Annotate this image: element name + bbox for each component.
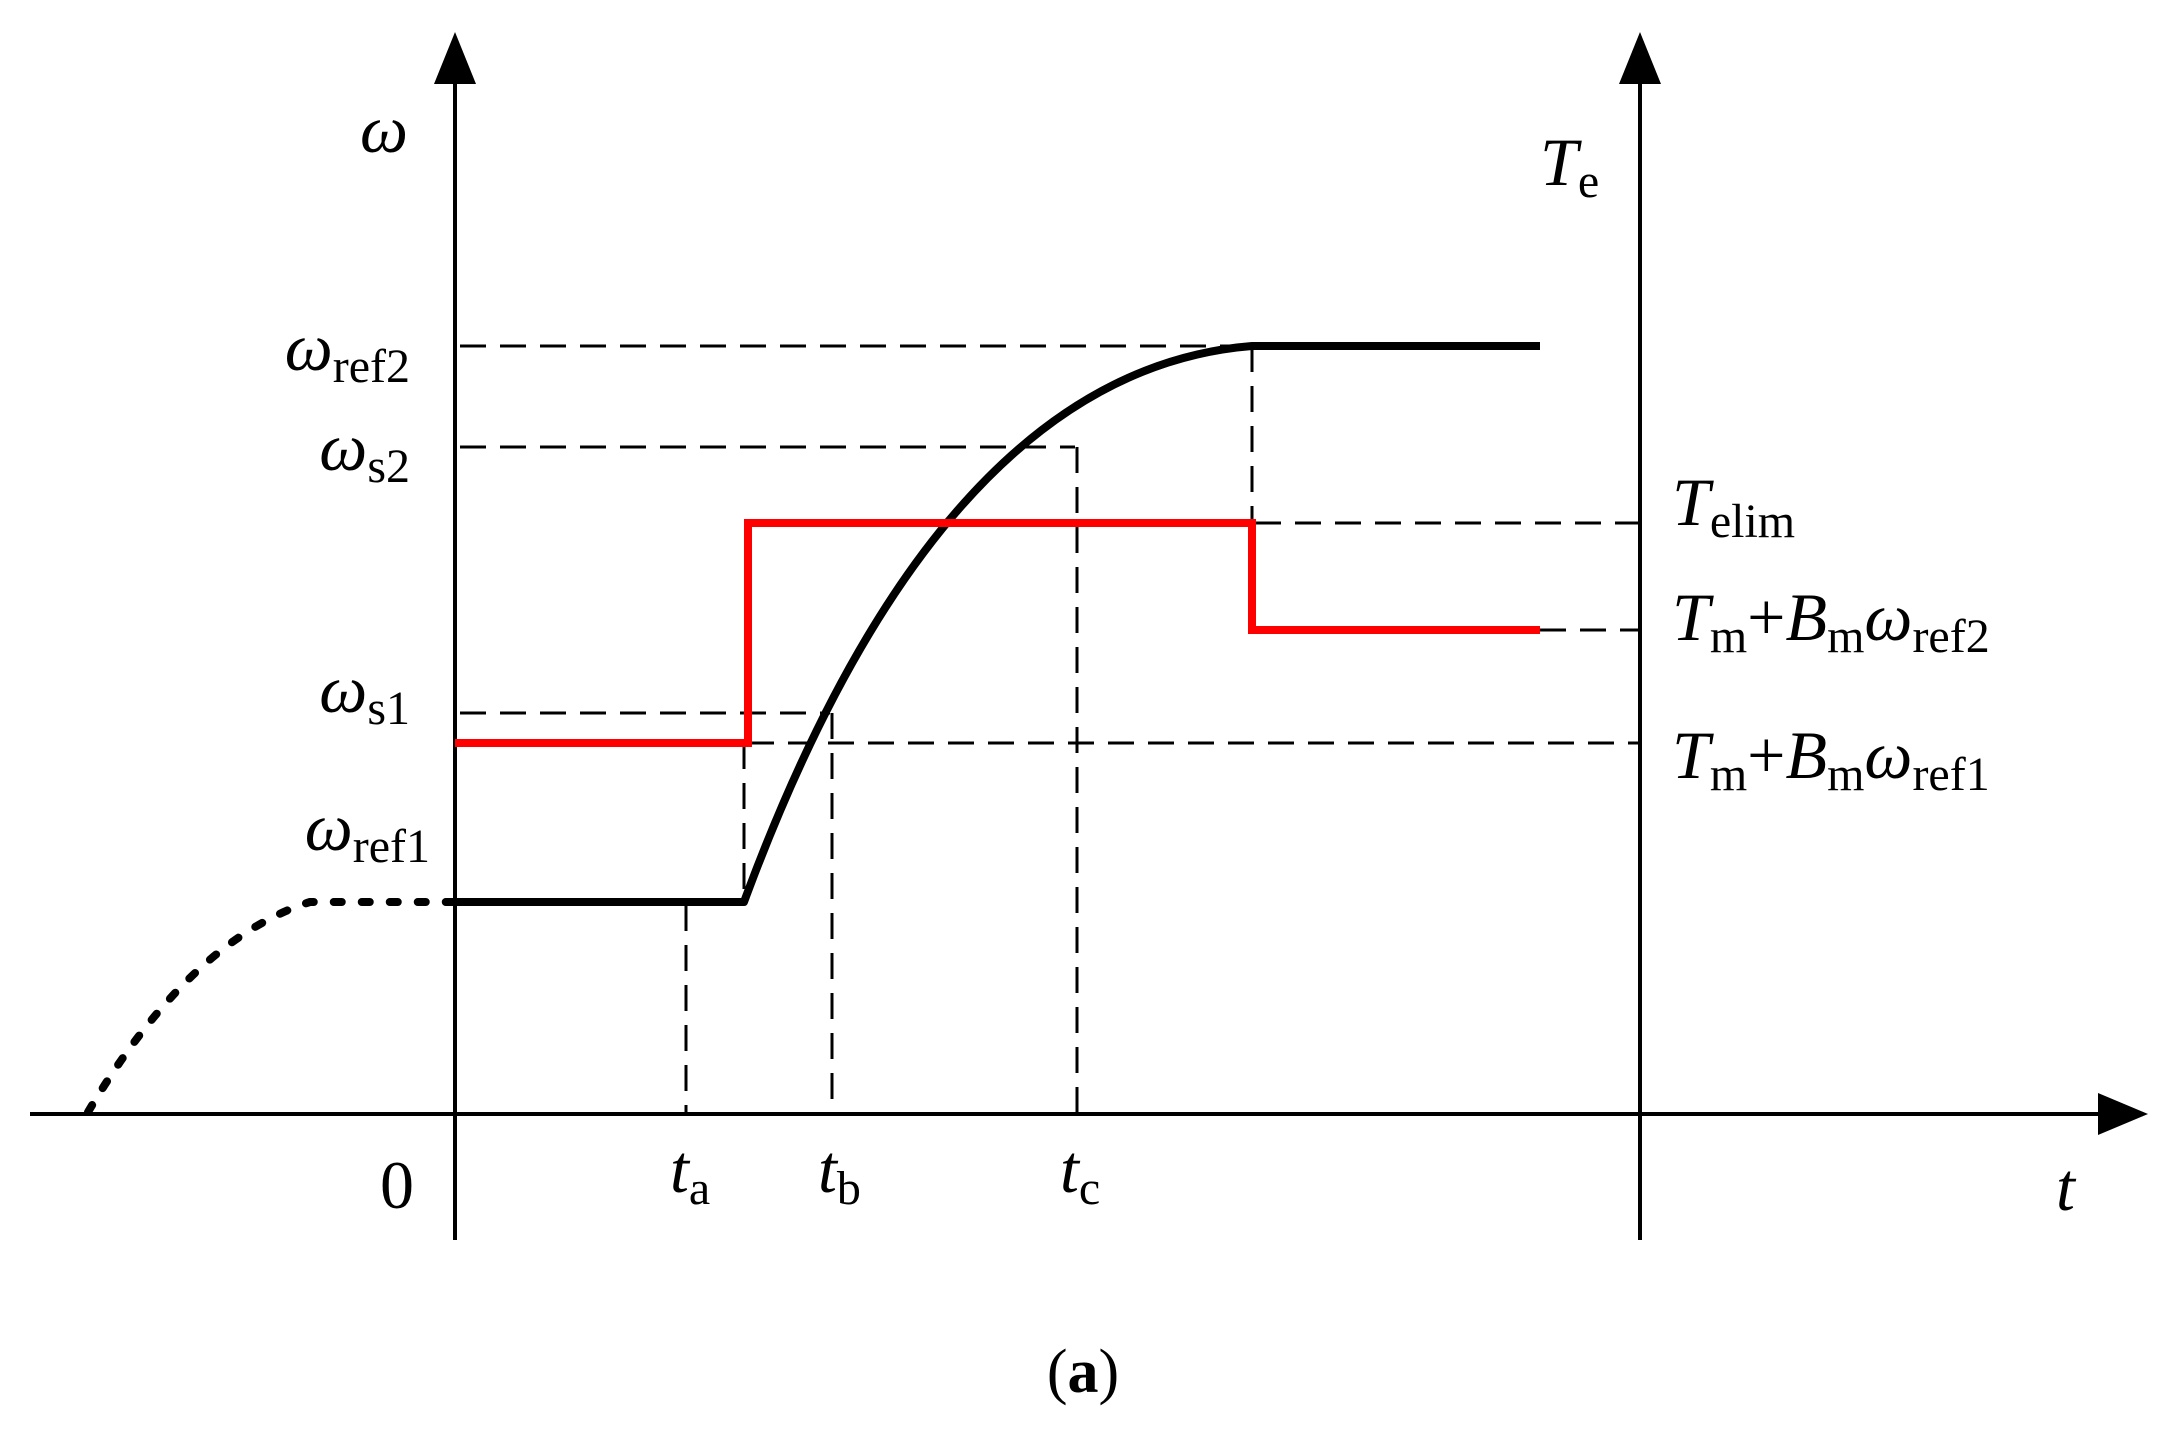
label-t-ref1: Tm+Bmωref1	[1672, 717, 1990, 801]
label-t-elim: Telim	[1672, 464, 1795, 548]
x-axis-label: t	[2056, 1149, 2077, 1225]
x-axis-arrow-icon	[2098, 1093, 2148, 1135]
speed-dotted-start	[84, 898, 464, 1116]
right-y-axis-label: Te	[1540, 124, 1599, 208]
label-tc: tc	[1060, 1131, 1100, 1215]
label-tb: tb	[818, 1131, 861, 1215]
label-ta: ta	[670, 1131, 710, 1215]
guide-lines	[460, 344, 1640, 1114]
axis-arrowheads	[434, 32, 2148, 1135]
right-y-axis-arrow-icon	[1619, 32, 1661, 84]
torque-curve	[455, 519, 1540, 747]
left-y-axis-label: ω	[360, 91, 408, 167]
label-omega-ref2: ωref2	[285, 309, 410, 393]
speed-curve	[455, 342, 1540, 906]
figure-caption: (a)	[1047, 1338, 1119, 1406]
axes	[30, 80, 2110, 1240]
label-omega-ref1: ωref1	[305, 789, 430, 873]
left-y-axis-arrow-icon	[434, 32, 476, 84]
label-omega-s1: ωs1	[319, 651, 410, 735]
label-t-ref2: Tm+Bmωref2	[1672, 579, 1990, 663]
origin-label: 0	[380, 1147, 414, 1223]
label-omega-s2: ωs2	[319, 409, 410, 493]
